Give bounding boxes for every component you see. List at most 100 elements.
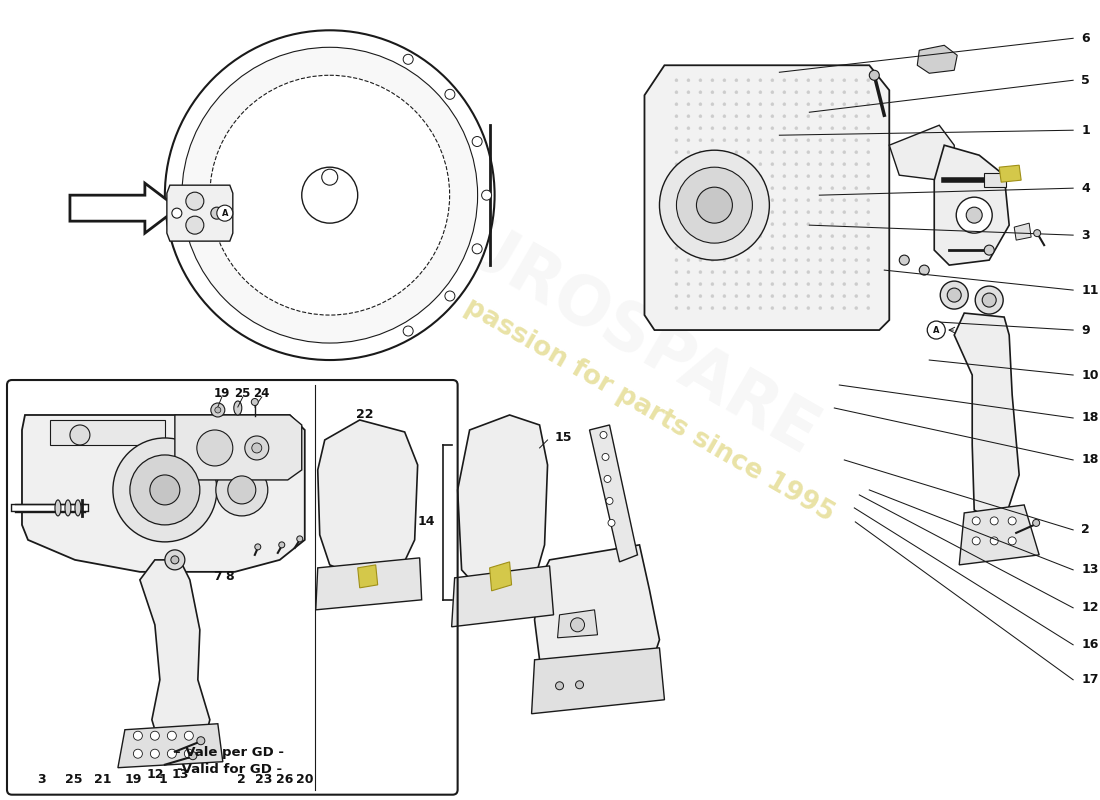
Circle shape — [698, 78, 702, 82]
Circle shape — [830, 210, 834, 214]
Circle shape — [759, 198, 762, 202]
Circle shape — [747, 78, 750, 82]
Text: A: A — [221, 209, 228, 218]
Polygon shape — [452, 566, 553, 627]
Circle shape — [818, 114, 822, 118]
Circle shape — [771, 222, 774, 226]
Circle shape — [830, 246, 834, 250]
Circle shape — [759, 102, 762, 106]
Circle shape — [723, 246, 726, 250]
Circle shape — [855, 174, 858, 178]
Text: 1: 1 — [1081, 124, 1090, 137]
Text: 18: 18 — [1081, 454, 1099, 466]
Circle shape — [867, 102, 870, 106]
Circle shape — [675, 162, 678, 166]
Text: 25: 25 — [234, 386, 251, 399]
Circle shape — [984, 245, 994, 255]
Circle shape — [818, 162, 822, 166]
Circle shape — [675, 282, 678, 286]
Circle shape — [843, 102, 846, 106]
Circle shape — [867, 234, 870, 238]
Polygon shape — [999, 165, 1021, 182]
Circle shape — [976, 286, 1003, 314]
Bar — [984, 173, 1006, 187]
Polygon shape — [175, 415, 301, 480]
Circle shape — [806, 198, 810, 202]
Circle shape — [211, 403, 224, 417]
Circle shape — [795, 282, 798, 286]
Text: passion for parts since 1995: passion for parts since 1995 — [460, 293, 839, 527]
Polygon shape — [318, 420, 418, 580]
Circle shape — [830, 90, 834, 94]
Circle shape — [806, 270, 810, 274]
Circle shape — [818, 258, 822, 262]
Circle shape — [186, 192, 204, 210]
Circle shape — [698, 198, 702, 202]
Circle shape — [698, 270, 702, 274]
Circle shape — [843, 186, 846, 190]
Circle shape — [855, 162, 858, 166]
Ellipse shape — [55, 500, 60, 516]
Circle shape — [297, 536, 302, 542]
Circle shape — [747, 258, 750, 262]
Text: 13: 13 — [1081, 563, 1099, 576]
Polygon shape — [558, 610, 597, 638]
Circle shape — [723, 306, 726, 310]
Circle shape — [867, 258, 870, 262]
Circle shape — [723, 198, 726, 202]
Circle shape — [278, 542, 285, 548]
Circle shape — [675, 174, 678, 178]
Circle shape — [255, 544, 261, 550]
Polygon shape — [490, 562, 512, 591]
Circle shape — [686, 234, 690, 238]
Circle shape — [947, 288, 961, 302]
Circle shape — [747, 126, 750, 130]
Circle shape — [830, 198, 834, 202]
Circle shape — [818, 174, 822, 178]
Circle shape — [972, 537, 980, 545]
Polygon shape — [934, 146, 1009, 265]
Circle shape — [806, 126, 810, 130]
Circle shape — [855, 222, 858, 226]
Circle shape — [735, 234, 738, 238]
Circle shape — [771, 306, 774, 310]
Circle shape — [698, 102, 702, 106]
Circle shape — [806, 150, 810, 154]
Text: 16: 16 — [1081, 638, 1099, 651]
Circle shape — [795, 162, 798, 166]
Circle shape — [723, 174, 726, 178]
Circle shape — [735, 246, 738, 250]
Circle shape — [806, 78, 810, 82]
Circle shape — [830, 234, 834, 238]
Circle shape — [855, 138, 858, 142]
Polygon shape — [70, 183, 178, 233]
Polygon shape — [118, 724, 223, 768]
Circle shape — [830, 162, 834, 166]
Circle shape — [830, 270, 834, 274]
Circle shape — [783, 78, 785, 82]
Circle shape — [818, 138, 822, 142]
Circle shape — [759, 114, 762, 118]
Circle shape — [686, 306, 690, 310]
Circle shape — [228, 476, 256, 504]
Polygon shape — [458, 415, 548, 595]
Circle shape — [686, 162, 690, 166]
Circle shape — [759, 186, 762, 190]
Circle shape — [795, 126, 798, 130]
Circle shape — [686, 294, 690, 298]
Circle shape — [711, 186, 714, 190]
Circle shape — [818, 102, 822, 106]
Circle shape — [444, 90, 455, 99]
Circle shape — [818, 198, 822, 202]
Circle shape — [869, 70, 879, 80]
Circle shape — [855, 270, 858, 274]
Circle shape — [735, 162, 738, 166]
Circle shape — [747, 198, 750, 202]
Circle shape — [711, 102, 714, 106]
Circle shape — [990, 517, 998, 525]
Circle shape — [482, 190, 492, 200]
Circle shape — [735, 306, 738, 310]
Circle shape — [444, 291, 455, 301]
Circle shape — [806, 114, 810, 118]
Circle shape — [783, 138, 785, 142]
